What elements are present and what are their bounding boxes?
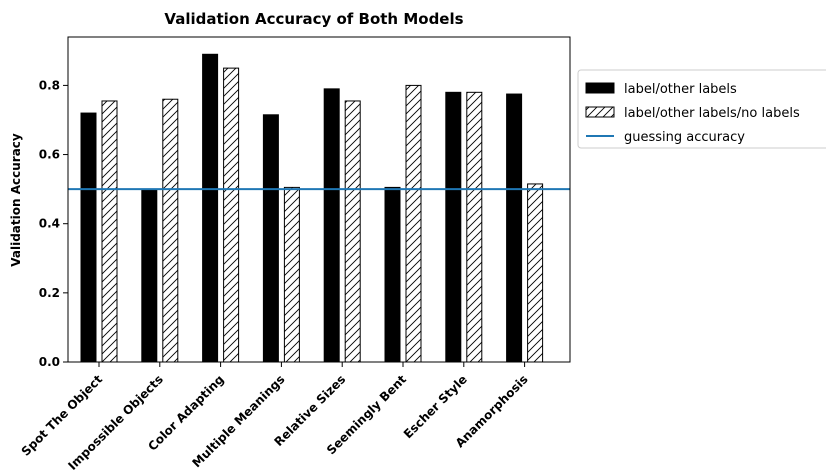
legend-entry-label-other-labels-label: label/other labels (624, 82, 737, 97)
axes-frame (67, 36, 571, 363)
y-tick-label-2: 0.4 (39, 217, 60, 231)
legend-entry-guessing-accuracy-label: guessing accuracy (624, 130, 745, 145)
legend-entry-label-other-labels-swatch (585, 82, 615, 94)
bar-label-other-labels-5 (323, 88, 340, 363)
bar-label-other-no-labels-2 (162, 98, 179, 363)
y-axis-label: Validation Accuracy (9, 133, 23, 267)
chart-title: Validation Accuracy of Both Models (164, 10, 463, 28)
y-tick-label-4: 0.8 (39, 78, 60, 92)
bar-label-other-no-labels-3 (223, 67, 240, 363)
bar-label-other-labels-7 (445, 91, 462, 363)
bar-label-other-labels-6 (384, 186, 401, 363)
y-tick-label-1: 0.2 (39, 286, 60, 300)
bar-label-other-labels-4 (262, 114, 279, 363)
bar-label-other-no-labels-4 (283, 186, 300, 363)
bar-label-other-labels-8 (506, 93, 523, 363)
bar-label-other-labels-1 (80, 112, 97, 363)
y-tick-label-3: 0.6 (39, 148, 60, 162)
bar-label-other-no-labels-5 (344, 100, 361, 363)
legend-entry-label-other-no-labels-label: label/other labels/no labels (624, 106, 800, 121)
bar-label-other-no-labels-8 (527, 183, 544, 363)
legend-box (577, 69, 826, 149)
bar-label-other-labels-2 (141, 188, 158, 363)
y-tick-label-0: 0.0 (39, 355, 60, 369)
bar-label-other-no-labels-1 (101, 100, 118, 363)
bar-label-other-labels-3 (202, 53, 219, 363)
x-tick-label-7: Escher Style (401, 372, 470, 441)
bar-label-other-no-labels-6 (405, 84, 422, 363)
legend: label/other labels label/other labels/no … (577, 69, 826, 149)
legend-entry-label-other-no-labels-swatch (585, 106, 615, 118)
bar-label-other-no-labels-7 (466, 91, 483, 363)
